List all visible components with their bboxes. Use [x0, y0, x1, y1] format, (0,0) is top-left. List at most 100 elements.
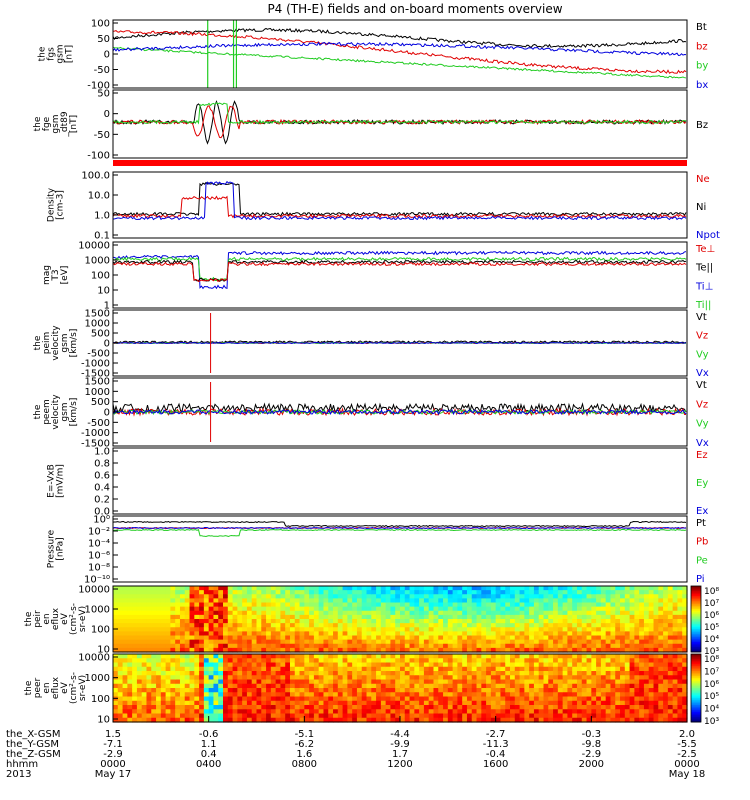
y-axis-label-line: the — [24, 611, 34, 626]
spectrogram-cell — [423, 654, 430, 659]
y-tick-label: 100 — [91, 625, 110, 636]
spectrogram-cell — [433, 594, 439, 599]
colorbar-step — [691, 597, 701, 600]
spectrogram-cell — [136, 709, 143, 715]
spectrogram-cell — [218, 717, 224, 723]
colorbar-step — [691, 665, 701, 669]
spectrogram-cell — [639, 606, 645, 612]
y-axis-label-line: (cm²-s- — [69, 603, 79, 635]
spectrogram-cell — [342, 602, 348, 608]
spectrogram-cell — [256, 713, 262, 719]
spectrogram-cell — [127, 696, 133, 702]
spectrogram-cell — [203, 606, 210, 612]
spectrogram-cell — [170, 586, 176, 591]
spectrogram-cell — [667, 675, 674, 681]
spectrogram-cell — [328, 688, 334, 693]
colorbar-step — [691, 660, 701, 663]
spectrogram-cell — [409, 590, 415, 595]
spectrogram-cell — [218, 709, 224, 715]
spectrogram-cell — [620, 619, 626, 624]
spectrogram-cell — [667, 586, 674, 591]
spectrogram-cell — [275, 647, 282, 653]
spectrogram-cell — [500, 647, 506, 653]
spectrogram-cell — [141, 643, 148, 649]
spectrogram-cell — [275, 594, 282, 599]
spectrogram-cell — [443, 643, 449, 649]
spectrogram-cell — [366, 619, 372, 624]
spectrogram-cell — [203, 705, 210, 710]
spectrogram-cell — [328, 594, 334, 599]
spectrogram-cell — [323, 675, 329, 681]
spectrogram-cell — [447, 688, 454, 693]
spectrogram-cell — [189, 606, 195, 612]
colorbar-tick-label: 10³ — [704, 717, 719, 727]
spectrogram-cell — [136, 614, 143, 620]
spectrogram-cell — [289, 639, 296, 645]
y-tick-label: 10⁻⁸ — [88, 563, 110, 574]
spectrogram-cell — [476, 666, 482, 672]
spectrogram-cell — [643, 635, 650, 641]
spectrogram-cell — [576, 647, 583, 653]
spectrogram-cell — [663, 717, 669, 723]
spectrogram-cell — [533, 586, 540, 591]
spectrogram-cell — [361, 683, 368, 689]
spectrogram-cell — [304, 639, 310, 645]
spectrogram-cell — [610, 594, 616, 599]
spectrogram-cell — [132, 631, 138, 637]
spectrogram-cell — [299, 643, 305, 649]
spectrogram-cell — [208, 590, 215, 595]
spectrogram-cell — [242, 614, 248, 620]
spectrogram-cell — [117, 606, 124, 612]
spectrogram-cell — [586, 717, 592, 723]
spectrogram-cell — [189, 662, 195, 668]
spectrogram-cell — [385, 662, 392, 668]
spectrogram-cell — [213, 606, 219, 612]
y-tick-label: 1000 — [85, 387, 110, 398]
spectrogram-cell — [682, 713, 688, 719]
spectrogram-cell — [294, 658, 301, 664]
colorbar-step — [691, 589, 701, 592]
spectrogram-cell — [361, 590, 368, 595]
spectrogram-cell — [146, 688, 152, 693]
spectrogram-cell — [160, 610, 167, 616]
spectrogram-cell — [562, 705, 569, 710]
y-tick-label: 10⁻⁶ — [88, 551, 110, 562]
spectrogram-cell — [500, 713, 506, 719]
spectrogram-cell — [543, 675, 549, 681]
spectrogram-cell — [151, 713, 157, 719]
spectrogram-cell — [299, 692, 305, 698]
spectrogram-cell — [452, 631, 458, 637]
spectrogram-cell — [170, 623, 176, 628]
spectrogram-cell — [581, 679, 588, 685]
spectrogram-cell — [313, 666, 320, 672]
spectrogram-cell — [663, 590, 669, 595]
spectrogram-cell — [600, 713, 607, 719]
spectrogram-cell — [438, 666, 444, 672]
spectrogram-cell — [237, 610, 243, 616]
spectrogram-cell — [122, 627, 128, 632]
spectrogram-cell — [495, 643, 502, 649]
spectrogram-cell — [203, 643, 210, 649]
spectrogram-cell — [658, 654, 664, 659]
spectrogram-cell — [136, 627, 143, 632]
spectrogram-cell — [395, 692, 401, 698]
spectrogram-cell — [663, 688, 669, 693]
ephemeris-value: 1600 — [483, 759, 508, 770]
y-tick-label: 0.6 — [94, 471, 110, 482]
spectrogram-cell — [156, 627, 162, 632]
spectrogram-cell — [146, 602, 152, 608]
ephemeris-value: 1.1 — [201, 739, 217, 750]
spectrogram-cell — [452, 627, 458, 632]
spectrogram-cell — [213, 654, 219, 659]
spectrogram-cell — [514, 598, 521, 604]
spectrogram-cell — [553, 598, 559, 604]
spectrogram-cell — [500, 602, 506, 608]
spectrogram-cell — [600, 658, 607, 664]
spectrogram-cell — [505, 671, 511, 676]
spectrogram-cell — [548, 658, 554, 664]
colorbar-step — [691, 642, 701, 645]
spectrogram-cell — [246, 688, 253, 693]
spectrogram-cell — [486, 709, 492, 715]
spectrogram-cell — [261, 639, 267, 645]
spectrogram-cell — [533, 635, 540, 641]
